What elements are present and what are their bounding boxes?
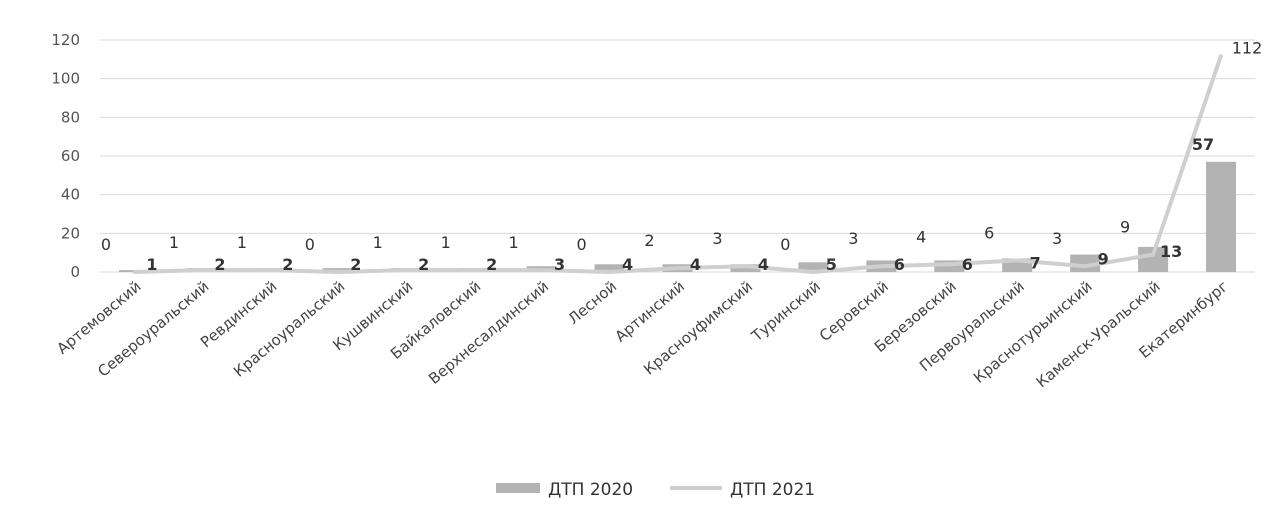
y-tick-label: 80 <box>61 108 80 126</box>
y-tick-label: 120 <box>51 31 80 49</box>
line-2021-point-0 <box>132 270 136 274</box>
x-tick-label: Верхнесалдинский <box>425 277 552 388</box>
x-tick-label: Североуральский <box>94 277 212 380</box>
data-label-2021-5: 1 <box>441 233 451 252</box>
bar-2020-16 <box>1206 161 1237 272</box>
data-label-2021-9: 3 <box>712 229 722 248</box>
data-label-2020-15: 13 <box>1160 242 1182 261</box>
data-label-2020-9: 4 <box>758 255 769 274</box>
data-label-2021-10: 0 <box>780 235 790 254</box>
data-label-2021-12: 4 <box>916 227 926 246</box>
data-label-2021-8: 2 <box>644 231 654 250</box>
data-label-2021-11: 3 <box>848 229 858 248</box>
y-tick-label: 100 <box>51 70 80 88</box>
data-label-2020-0: 1 <box>146 255 157 274</box>
legend-label-2020: ДТП 2020 <box>548 480 633 500</box>
data-label-2021-16: 112 <box>1232 38 1263 57</box>
y-tick-label: 60 <box>61 147 80 165</box>
data-label-2020-1: 2 <box>214 255 225 274</box>
data-label-2021-14: 3 <box>1052 229 1062 248</box>
legend-swatch-bar <box>496 483 540 493</box>
data-label-2020-16: 57 <box>1192 135 1214 154</box>
line-2021-point-6 <box>540 268 544 272</box>
data-label-2020-11: 6 <box>894 255 905 274</box>
line-2021-point-13 <box>1015 258 1019 262</box>
bar-2020-14 <box>1070 254 1101 272</box>
legend: ДТП 2020 ДТП 2021 <box>496 480 815 500</box>
y-tick-label: 40 <box>61 186 80 204</box>
line-2021-point-5 <box>472 268 476 272</box>
data-label-2020-14: 9 <box>1098 250 1109 269</box>
line-2021-point-8 <box>676 266 679 270</box>
y-tick-label: 20 <box>61 224 80 242</box>
line-2021-point-2 <box>268 268 272 272</box>
line-2021-point-12 <box>947 262 951 266</box>
data-label-2020-5: 2 <box>486 255 497 274</box>
data-label-2021-3: 0 <box>305 235 315 254</box>
line-series <box>132 53 1223 274</box>
data-label-2020-12: 6 <box>962 255 973 274</box>
data-label-2021-7: 0 <box>576 235 586 254</box>
data-label-2021-6: 1 <box>509 233 519 252</box>
data-label-2021-0: 0 <box>101 235 111 254</box>
data-label-2021-1: 1 <box>169 233 179 252</box>
line-2021-point-16 <box>1219 53 1223 57</box>
x-tick-label: Каменск-Уральский <box>1033 277 1164 391</box>
x-tick-label: Туринский <box>747 277 824 345</box>
data-label-2020-6: 3 <box>554 255 565 274</box>
line-2021-point-15 <box>1151 253 1155 257</box>
line-2021-point-3 <box>336 270 340 274</box>
x-axis: АртемовскийСевероуральскийРевдинскийКрас… <box>53 277 1231 391</box>
data-label-2020-8: 4 <box>690 255 701 274</box>
line-2021-point-4 <box>404 268 408 272</box>
data-label-2020-4: 2 <box>418 255 429 274</box>
data-label-2021-2: 1 <box>237 233 247 252</box>
line-2021-point-10 <box>811 270 815 274</box>
line-2021-point-11 <box>879 264 883 268</box>
line-2021-point-9 <box>743 264 747 268</box>
data-label-2020-2: 2 <box>282 255 293 274</box>
data-label-2021-13: 6 <box>984 223 994 242</box>
y-axis: 0 20 40 60 80 100 120 <box>51 31 80 281</box>
bar-2020-7 <box>594 264 625 272</box>
gridlines <box>100 39 1255 273</box>
x-tick-label: Лесной <box>565 277 621 328</box>
x-tick-label: Красноуральский <box>230 277 348 380</box>
data-label-2020-13: 7 <box>1030 253 1041 272</box>
y-tick-label: 0 <box>70 263 80 281</box>
line-2021-point-7 <box>608 270 612 274</box>
x-tick-label: Краснотурьинский <box>970 277 1096 387</box>
data-label-2021-4: 1 <box>373 233 383 252</box>
legend-label-2021: ДТП 2021 <box>730 480 815 500</box>
line-2021-point-1 <box>200 268 204 272</box>
data-label-2020-10: 5 <box>826 255 837 274</box>
data-label-2020-3: 2 <box>350 255 361 274</box>
data-label-2021-15: 9 <box>1120 218 1130 237</box>
data-label-2020-7: 4 <box>622 255 633 274</box>
line-2021-point-14 <box>1083 264 1087 268</box>
bar-2020-10 <box>798 262 829 272</box>
